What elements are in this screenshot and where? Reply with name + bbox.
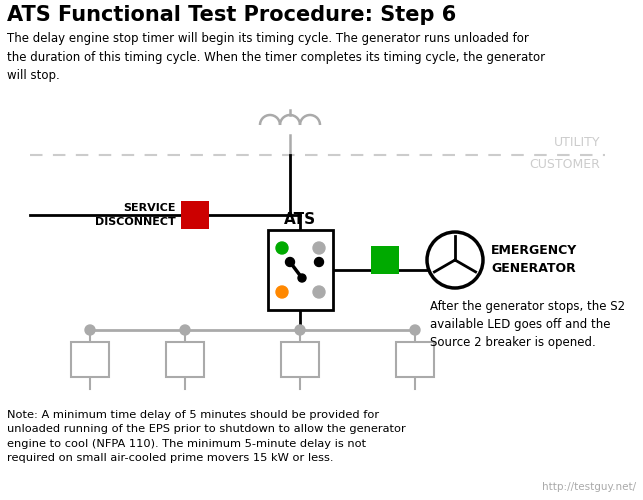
Text: Note: A minimum time delay of 5 minutes should be provided for
unloaded running : Note: A minimum time delay of 5 minutes … (7, 410, 406, 463)
Circle shape (410, 325, 420, 335)
Circle shape (276, 286, 288, 298)
Circle shape (295, 325, 305, 335)
Circle shape (298, 274, 306, 282)
Text: ATS: ATS (284, 212, 316, 227)
Circle shape (313, 242, 325, 254)
Text: ATS Functional Test Procedure: Step 6: ATS Functional Test Procedure: Step 6 (7, 5, 457, 25)
Bar (71, 342, 109, 377)
Text: CUSTOMER: CUSTOMER (529, 158, 600, 172)
Text: The delay engine stop timer will begin its timing cycle. The generator runs unlo: The delay engine stop timer will begin i… (7, 32, 545, 82)
Text: UTILITY: UTILITY (554, 136, 600, 149)
Circle shape (427, 232, 483, 288)
Bar (268, 230, 333, 310)
Text: EMERGENCY
GENERATOR: EMERGENCY GENERATOR (491, 244, 577, 276)
Circle shape (313, 286, 325, 298)
Bar (281, 342, 319, 377)
Bar (371, 246, 399, 274)
Text: SERVICE
DISCONNECT: SERVICE DISCONNECT (95, 204, 176, 227)
Bar (396, 342, 434, 377)
Text: After the generator stops, the S2
available LED goes off and the
Source 2 breake: After the generator stops, the S2 availa… (430, 300, 625, 349)
Circle shape (285, 258, 294, 266)
Bar (166, 342, 204, 377)
Text: http://testguy.net/: http://testguy.net/ (542, 482, 636, 492)
Circle shape (314, 258, 323, 266)
Circle shape (276, 242, 288, 254)
Circle shape (85, 325, 95, 335)
Circle shape (180, 325, 190, 335)
Bar (181, 201, 209, 229)
